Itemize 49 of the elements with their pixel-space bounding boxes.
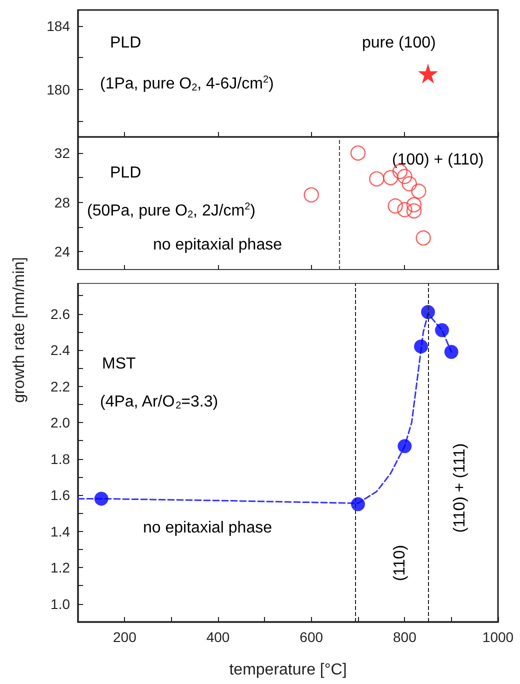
- point: [383, 170, 398, 186]
- point: [350, 145, 366, 161]
- y-tick-label: 2.4: [50, 342, 70, 358]
- annotation: (100) + (110): [392, 152, 484, 168]
- x-tick-label: 1000: [482, 629, 514, 645]
- x-axis-title: temperature [°C]: [229, 662, 347, 678]
- y-tick-label: 1.0: [50, 596, 70, 612]
- annotation: no epitaxial phase: [143, 520, 272, 536]
- point: [94, 492, 108, 506]
- y-tick-label: 2.0: [50, 414, 70, 431]
- point: [402, 176, 417, 192]
- point: [414, 339, 428, 354]
- point: [411, 184, 426, 199]
- point: [406, 203, 422, 218]
- point: [435, 323, 449, 338]
- point: [421, 305, 435, 319]
- annotation: MST: [102, 356, 136, 372]
- point: [304, 187, 319, 202]
- y-tick-label: 24: [54, 244, 70, 260]
- y-axis-title: growth rate [nm/min]: [11, 257, 29, 403]
- annotation: PLD: [110, 34, 142, 52]
- x-tick-label: 400: [206, 629, 230, 645]
- point: [351, 497, 365, 512]
- annotation: pure (100): [362, 34, 436, 52]
- annotation: no epitaxial phase: [153, 236, 282, 254]
- annotation: (110): [392, 544, 408, 582]
- x-tick-label: 600: [300, 629, 324, 645]
- y-tick-label: 1.2: [50, 560, 70, 576]
- annotation: (110) + (111): [452, 443, 468, 533]
- annotation: PLD: [110, 164, 142, 182]
- point: [416, 230, 431, 246]
- point: [397, 168, 412, 184]
- x-tick-label: 200: [112, 629, 137, 645]
- point: [388, 198, 403, 214]
- y-tick-label: 2.6: [50, 306, 70, 322]
- y-tick-label: 1.4: [50, 523, 70, 540]
- point: [397, 202, 412, 218]
- y-tick-label: 2.2: [50, 378, 70, 394]
- y-tick-label: 32: [54, 145, 70, 162]
- point: [369, 171, 384, 186]
- x-tick-label: 800: [392, 629, 417, 645]
- y-tick-label: 180: [46, 81, 70, 98]
- y-tick-label: 1.6: [50, 487, 70, 504]
- point: [406, 197, 422, 212]
- point: [444, 344, 458, 359]
- point: [398, 439, 412, 454]
- y-tick-label: 28: [54, 194, 70, 210]
- y-tick-label: 1.8: [50, 450, 70, 467]
- y-tick-label: 184: [46, 18, 70, 34]
